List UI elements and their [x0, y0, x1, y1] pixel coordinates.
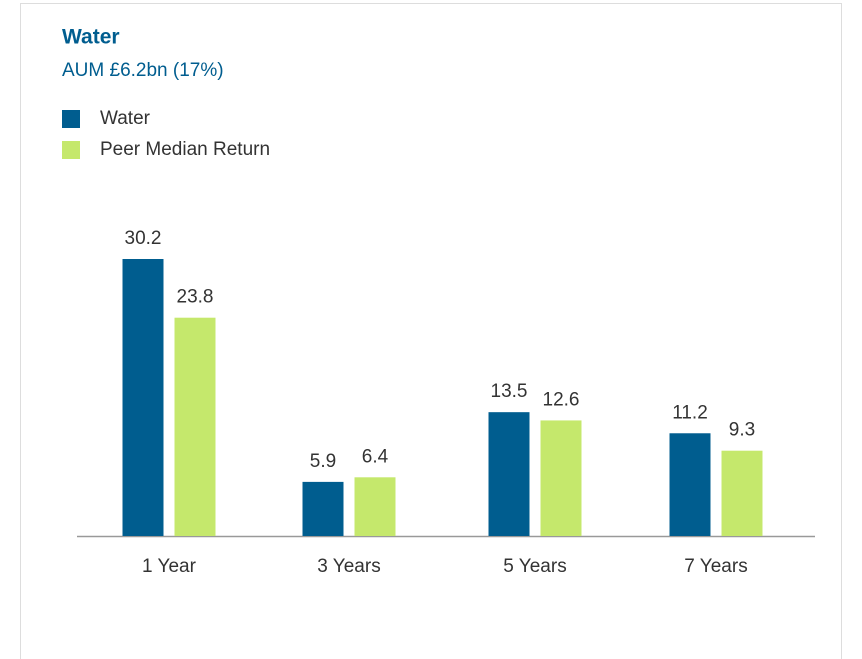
data-label: 9.3: [729, 420, 755, 441]
data-label: 12.6: [543, 389, 580, 410]
bar: [174, 317, 216, 536]
bar: [354, 477, 396, 536]
x-tick-label: 1 Year: [142, 556, 197, 577]
x-tick-label: 5 Years: [503, 556, 566, 577]
bar: [122, 259, 164, 536]
data-label: 30.2: [125, 228, 162, 249]
legend-label: Peer Median Return: [100, 139, 270, 160]
x-tick-label: 3 Years: [317, 556, 380, 577]
legend-swatch: [62, 141, 80, 159]
bar: [488, 412, 530, 536]
bar: [540, 420, 582, 536]
chart-title: Water: [62, 26, 120, 49]
bar: [669, 433, 711, 536]
bar: [721, 450, 763, 536]
legend-label: Water: [100, 108, 151, 129]
chart-subtitle: AUM £6.2bn (17%): [62, 60, 224, 81]
bar: [302, 481, 344, 536]
data-label: 11.2: [672, 402, 708, 423]
legend-swatch: [62, 110, 80, 128]
data-label: 5.9: [310, 451, 336, 472]
data-label: 13.5: [491, 381, 528, 402]
x-tick-label: 7 Years: [684, 556, 747, 577]
data-label: 23.8: [177, 287, 214, 308]
data-label: 6.4: [362, 446, 389, 467]
